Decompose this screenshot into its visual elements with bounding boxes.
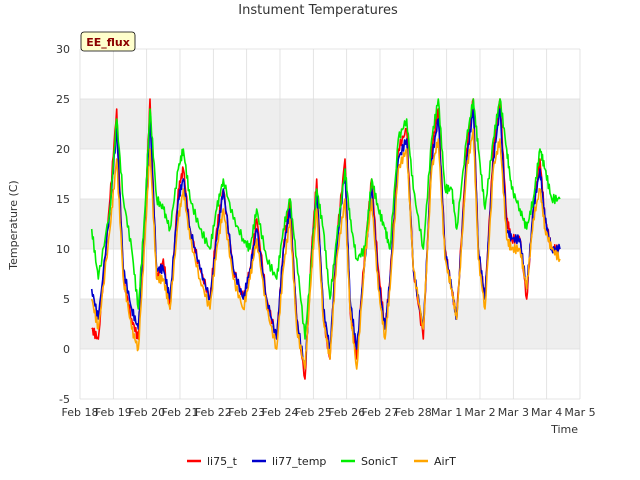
series-layer bbox=[90, 98, 561, 380]
legend-item: li75_t bbox=[187, 455, 238, 468]
x-tick-label: Feb 23 bbox=[228, 406, 265, 419]
x-tick-label: Feb 27 bbox=[362, 406, 399, 419]
series-line-sonict bbox=[90, 98, 561, 340]
chart-title: Instument Temperatures bbox=[238, 3, 398, 18]
legend-item: AirT bbox=[414, 455, 456, 468]
legend-item: SonicT bbox=[341, 455, 398, 468]
x-axis-title: Time bbox=[550, 423, 578, 436]
y-tick-label: 25 bbox=[56, 93, 70, 106]
x-tick-label: Feb 18 bbox=[62, 406, 99, 419]
y-axis-ticks: -5 0 5 10 15 20 25 30 bbox=[56, 43, 70, 406]
x-tick-label: Mar 1 bbox=[431, 406, 462, 419]
legend-label: SonicT bbox=[361, 455, 398, 468]
legend-label: li75_t bbox=[207, 455, 238, 468]
legend-item: li77_temp bbox=[252, 455, 326, 468]
x-tick-label: Feb 26 bbox=[328, 406, 365, 419]
y-tick-label: 15 bbox=[56, 193, 70, 206]
badge-label: EE_flux bbox=[86, 36, 130, 49]
y-tick-label: 10 bbox=[56, 243, 70, 256]
series-line-airt bbox=[90, 128, 561, 370]
legend: li75_t li77_temp SonicT AirT bbox=[187, 455, 456, 468]
x-tick-label: Feb 22 bbox=[195, 406, 232, 419]
x-tick-label: Mar 5 bbox=[564, 406, 595, 419]
legend-label: li77_temp bbox=[272, 455, 326, 468]
x-tick-label: Mar 4 bbox=[531, 406, 562, 419]
y-tick-label: 20 bbox=[56, 143, 70, 156]
x-tick-label: Feb 20 bbox=[128, 406, 165, 419]
y-tick-label: 30 bbox=[56, 43, 70, 56]
x-tick-label: Feb 25 bbox=[295, 406, 332, 419]
y-axis-title: Temperature (C) bbox=[7, 180, 20, 270]
x-tick-label: Feb 21 bbox=[162, 406, 199, 419]
legend-label: AirT bbox=[434, 455, 456, 468]
badge: EE_flux bbox=[80, 31, 136, 52]
y-tick-label: 5 bbox=[63, 293, 70, 306]
y-tick-label: -5 bbox=[59, 393, 70, 406]
x-tick-label: Mar 3 bbox=[498, 406, 529, 419]
x-tick-label: Feb 19 bbox=[95, 406, 132, 419]
x-tick-label: Mar 2 bbox=[464, 406, 495, 419]
x-tick-label: Feb 28 bbox=[395, 406, 432, 419]
x-tick-label: Feb 24 bbox=[262, 406, 299, 419]
y-tick-label: 0 bbox=[63, 343, 70, 356]
